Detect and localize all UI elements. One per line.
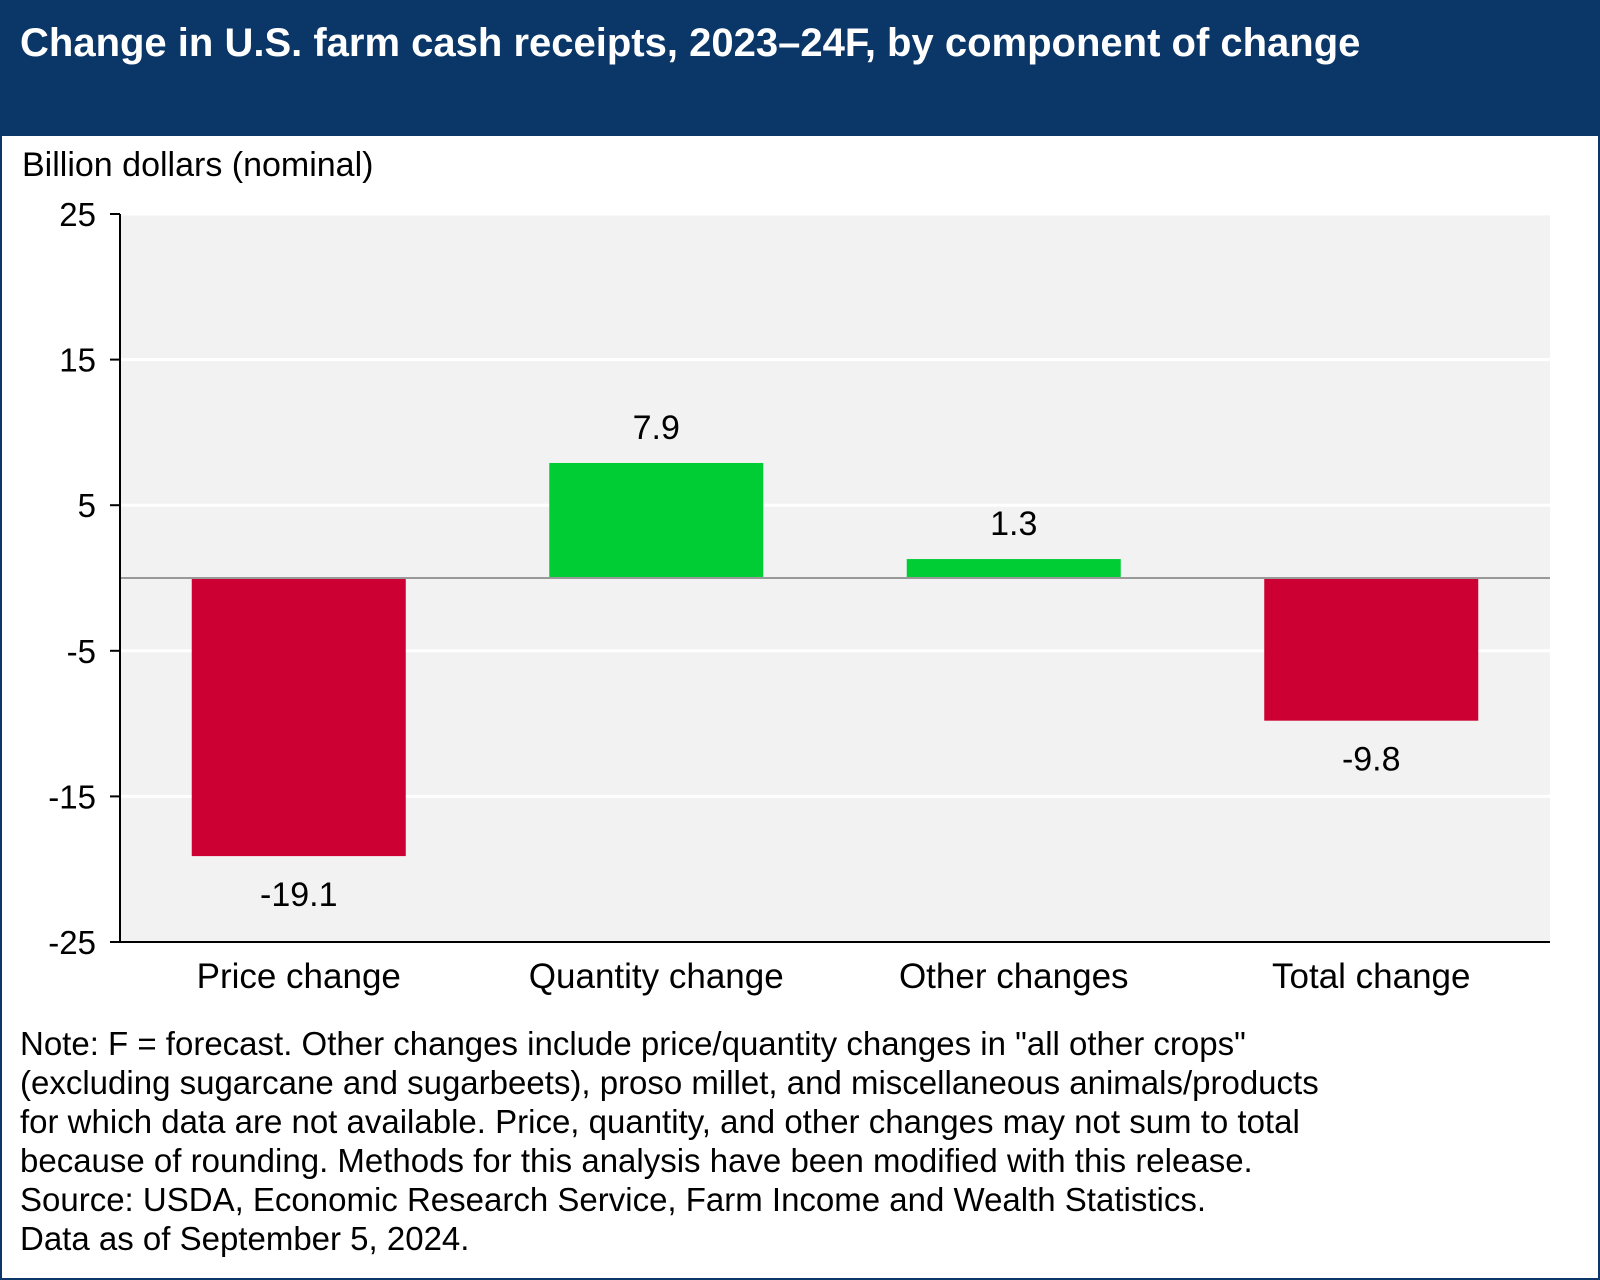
bar-quantity-change bbox=[549, 462, 764, 578]
y-axis-ticks: 25 15 5 -5 -15 -25 bbox=[48, 196, 120, 961]
x-tick-label: Quantity change bbox=[529, 957, 784, 996]
data-label: -19.1 bbox=[260, 876, 338, 914]
chart-title: Change in U.S. farm cash receipts, 2023–… bbox=[20, 21, 1361, 65]
note-line: Note: F = forecast. Other changes includ… bbox=[20, 1025, 1246, 1062]
y-tick-label: -5 bbox=[67, 633, 96, 670]
data-label: 7.9 bbox=[633, 409, 680, 447]
date-line: Data as of September 5, 2024. bbox=[20, 1220, 470, 1257]
notes: Note: F = forecast. Other changes includ… bbox=[20, 1024, 1580, 1258]
bar-total-change bbox=[1264, 578, 1479, 721]
x-tick-label: Price change bbox=[197, 957, 401, 996]
bar-other-changes bbox=[906, 559, 1121, 578]
source-line: Source: USDA, Economic Research Service,… bbox=[20, 1181, 1207, 1218]
y-tick-label: 15 bbox=[59, 342, 96, 379]
y-tick-label: -15 bbox=[48, 778, 96, 815]
data-label: 1.3 bbox=[990, 505, 1037, 543]
data-labels: -19.1 7.9 1.3 -9.8 bbox=[260, 409, 1401, 914]
y-tick-label: 25 bbox=[59, 196, 96, 233]
x-tick-label: Total change bbox=[1272, 957, 1470, 996]
y-tick-label: 5 bbox=[78, 487, 96, 524]
note-line: for which data are not available. Price,… bbox=[20, 1103, 1300, 1140]
note-line: (excluding sugarcane and sugarbeets), pr… bbox=[20, 1064, 1319, 1101]
data-label: -9.8 bbox=[1342, 741, 1401, 779]
bars bbox=[191, 462, 1479, 857]
title-bar: Change in U.S. farm cash receipts, 2023–… bbox=[2, 2, 1598, 136]
bar-chart: 25 15 5 -5 -15 -25 Price change Quantity chang… bbox=[48, 196, 1550, 996]
note-line: because of rounding. Methods for this an… bbox=[20, 1142, 1253, 1179]
y-axis-unit-label: Billion dollars (nominal) bbox=[22, 146, 374, 184]
x-axis-labels: Price change Quantity change Other changes… bbox=[197, 957, 1471, 996]
bar-price-change bbox=[191, 578, 406, 857]
x-tick-label: Other changes bbox=[899, 957, 1129, 996]
y-tick-label: -25 bbox=[48, 924, 96, 961]
